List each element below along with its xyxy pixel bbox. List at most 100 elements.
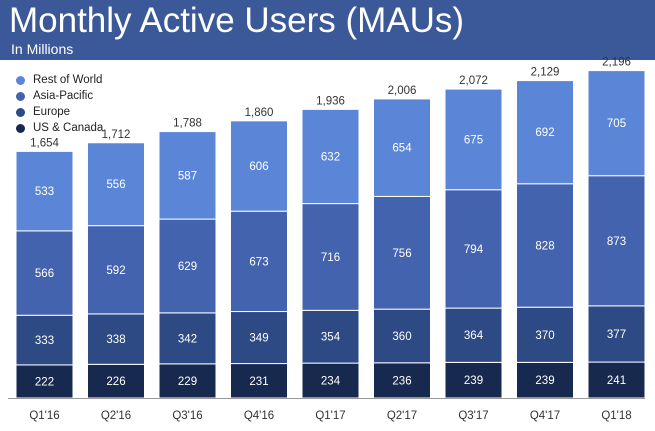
data-label: 241 [607,375,626,387]
data-label: 673 [249,256,268,268]
legend-item-europe: Europe [16,104,103,120]
bar-segment-rest-of-world [516,80,574,185]
x-tick-label: Q4'17 [530,410,560,422]
total-label: 1,788 [173,118,202,130]
x-tick-label: Q3'16 [172,410,202,422]
bar-segment-asia-pacific [158,218,217,314]
bar-segment-europe [444,307,503,363]
bar-segment-europe [587,305,646,363]
data-label: 756 [392,248,411,260]
data-label: 592 [106,265,125,277]
data-label: 716 [321,252,340,264]
bar-segment-europe [87,313,145,365]
data-label: 873 [607,236,626,248]
data-label: 377 [607,329,626,341]
data-label: 333 [35,335,54,347]
legend-swatch [16,91,25,101]
data-label: 231 [249,376,268,388]
x-tick-label: Q2'16 [101,410,131,422]
bar-segment-asia-pacific [230,210,288,313]
data-label: 226 [106,376,125,388]
total-label: 2,196 [602,57,631,69]
bar-segment-europe [301,309,360,364]
legend-swatch [16,123,25,133]
data-label: 239 [535,375,554,387]
legend-swatch [16,107,25,117]
bar-segment-us-canada [87,363,145,399]
data-label: 222 [35,376,54,388]
title-banner: Monthly Active Users (MAUs) In Millions [0,0,655,60]
x-tick-label: Q4'16 [244,410,274,422]
bar-segment-us-canada [373,362,431,399]
chart-subtitle: In Millions [11,41,74,57]
legend-item-asia-pacific: Asia-Pacific [16,88,103,104]
x-tick-label: Q1'17 [315,410,345,422]
total-label: 1,654 [30,137,59,149]
total-label: 1,936 [316,95,345,107]
bar-segment-rest-of-world [301,108,360,205]
chart-title: Monthly Active Users (MAUs) [9,1,465,40]
data-label: 239 [464,375,483,387]
data-label: 236 [392,375,411,387]
data-label: 654 [392,143,412,155]
bar-segment-asia-pacific [373,195,431,310]
legend-swatch [16,75,25,85]
data-label: 364 [464,330,484,342]
data-label: 606 [249,161,268,173]
bar-segment-rest-of-world [373,98,431,197]
x-tick-label: Q1'16 [29,410,59,422]
data-label: 794 [464,244,484,256]
bar-segment-asia-pacific [444,189,503,309]
bar-segment-us-canada [230,363,288,399]
data-label: 828 [535,240,554,252]
bar-segment-europe [373,308,431,364]
data-label: 338 [106,334,125,346]
bar-segment-rest-of-world [444,88,503,191]
data-label: 533 [35,186,54,198]
legend-label: Rest of World [33,74,103,86]
total-label: 2,072 [459,75,488,87]
bar-segment-rest-of-world [87,142,145,227]
data-label: 675 [464,134,483,146]
data-label: 349 [249,333,268,345]
data-label: 556 [106,179,125,191]
data-label: 587 [178,170,197,182]
bar-segment-us-canada [15,364,74,399]
legend-item-rest-of-world: Rest of World [16,72,103,88]
bar-segment-asia-pacific [15,230,74,316]
legend-label: Europe [33,106,71,118]
legend-label: Asia-Pacific [33,90,94,102]
data-label: 342 [178,333,197,345]
data-label: 370 [535,330,554,342]
data-label: 566 [35,268,54,280]
bar-segment-asia-pacific [587,175,646,307]
x-tick-label: Q2'17 [387,410,417,422]
bar-segment-europe [15,314,74,366]
total-label: 1,860 [245,107,274,119]
total-label: 2,006 [388,85,417,97]
data-label: 632 [321,151,340,163]
data-label: 354 [321,332,341,344]
total-label: 1,712 [102,129,131,141]
data-label: 229 [178,376,197,388]
legend-item-us-canada: US & Canada [16,120,103,136]
x-tick-label: Q1'18 [601,410,631,422]
x-tick-label: Q3'17 [458,410,488,422]
bar-segment-asia-pacific [301,203,360,311]
legend: Rest of World Asia-Pacific Europe US & Cana… [16,72,103,136]
bar-segment-europe [158,312,217,365]
total-label: 2,129 [531,67,560,79]
legend-label: US & Canada [33,122,104,134]
bar-segment-asia-pacific [87,225,145,315]
bar-segment-rest-of-world [15,150,74,232]
data-label: 234 [321,376,341,388]
bar-segment-rest-of-world [158,131,217,220]
bar-segment-us-canada [158,363,217,399]
bar-segment-europe [230,311,288,365]
data-label: 629 [178,261,197,273]
data-label: 360 [392,331,411,343]
data-label: 692 [535,127,554,139]
bar-segment-rest-of-world [587,70,646,177]
bar-segment-rest-of-world [230,120,288,212]
